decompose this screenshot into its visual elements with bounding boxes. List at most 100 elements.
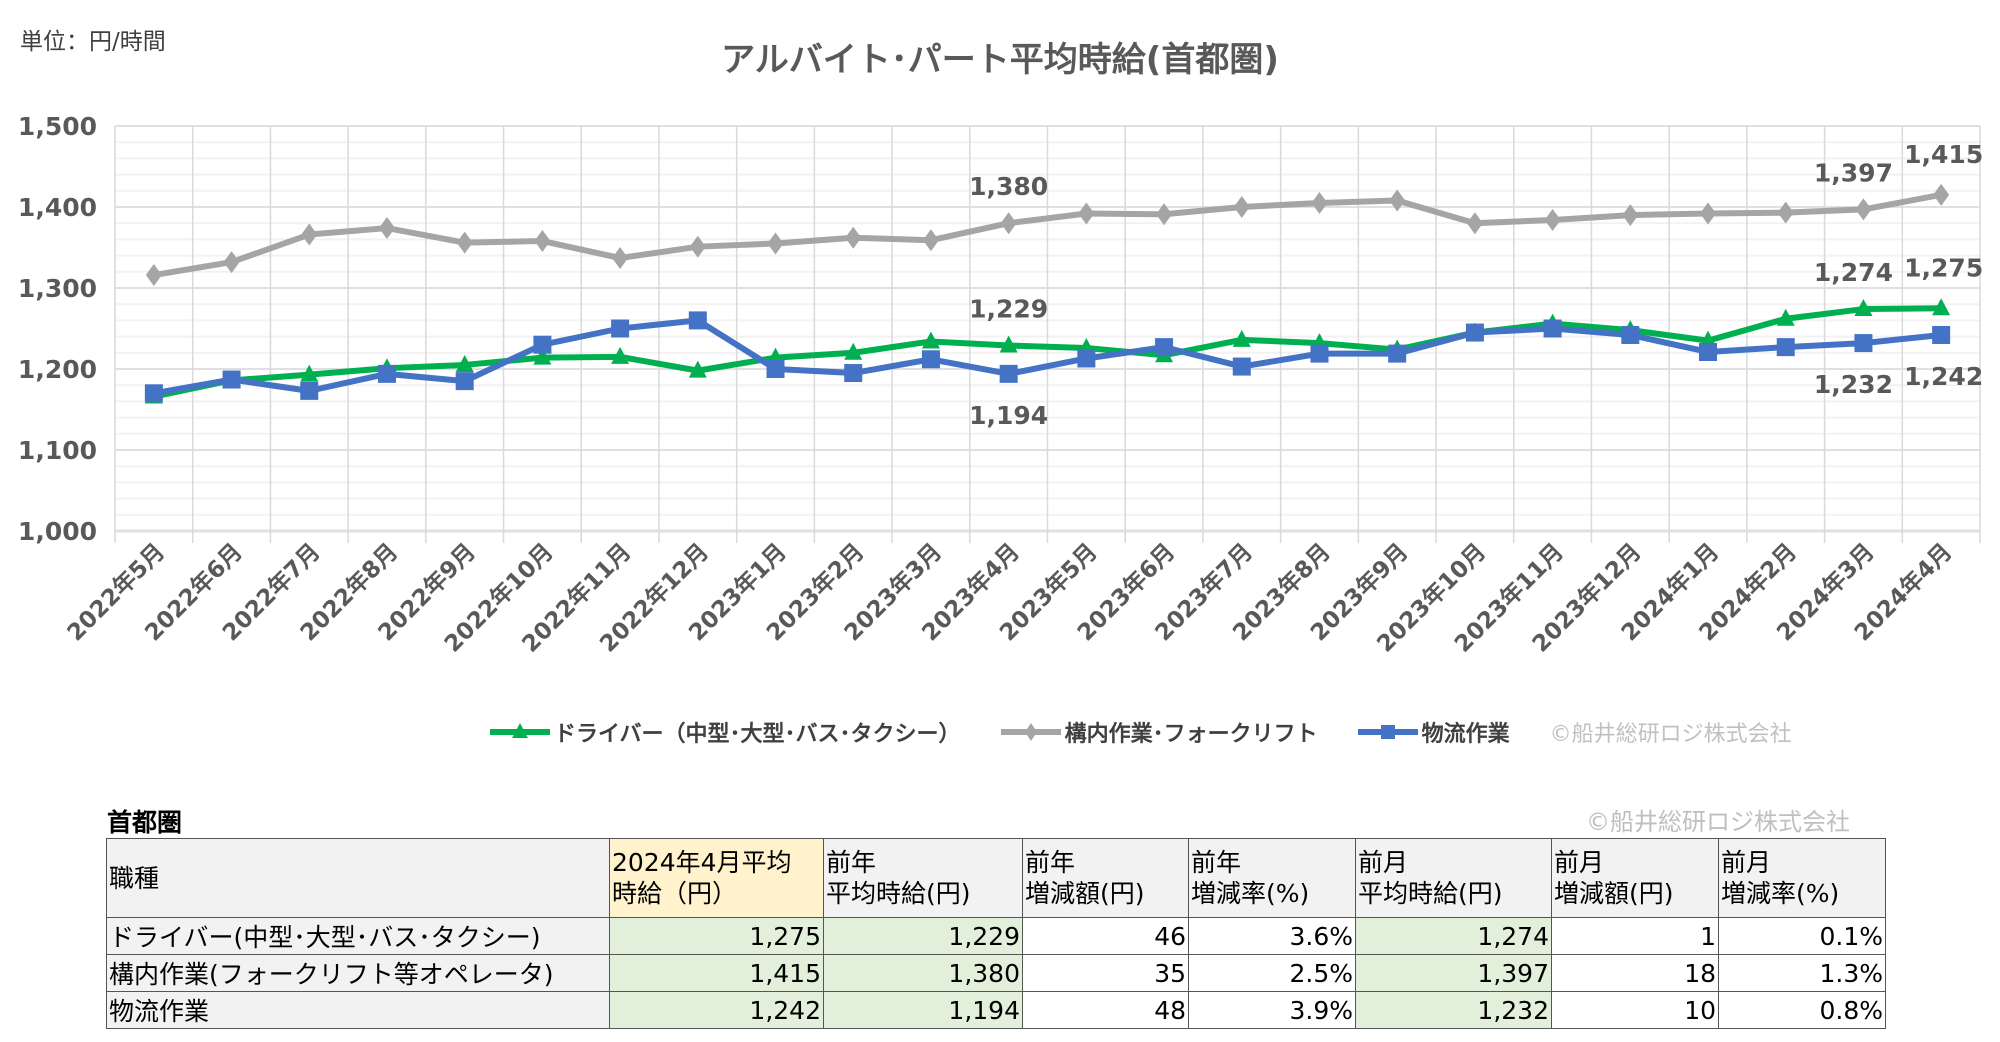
data-point-diamond: [223, 251, 240, 274]
header-text: 前月: [1554, 848, 1605, 877]
data-label: 1,232: [1814, 370, 1893, 399]
data-point-square: [533, 335, 552, 354]
legend-label: ドライバー（中型･大型･バス･タクシー）: [554, 722, 961, 747]
data-label: 1,274: [1814, 258, 1893, 287]
data-point-diamond: [534, 230, 551, 253]
column-header: 前月 平均時給(円): [1355, 838, 1552, 918]
table-row: ドライバー(中型･大型･バス･タクシー) 1,275 1,229 46 3.6% 1,27…: [106, 917, 1886, 955]
data-point-triangle: [455, 354, 474, 372]
legend-diamond-marker-icon: [1000, 723, 1061, 741]
series-square: 1,194 1,232 1,242: [144, 311, 1983, 430]
data-point-square: [688, 311, 707, 330]
header-text: 増減率(%): [1721, 879, 1840, 908]
value-cell: 1,275: [609, 917, 824, 955]
data-label: 1,242: [1904, 362, 1983, 391]
data-point-diamond: [1700, 202, 1717, 225]
value-cell: 18: [1551, 954, 1719, 992]
legend-square-marker-icon: [1357, 725, 1418, 739]
data-point-diamond: [1466, 212, 1483, 235]
value-cell: 48: [1022, 991, 1189, 1029]
data-point-triangle: [1854, 299, 1873, 317]
value-cell: 1,380: [823, 954, 1023, 992]
data-point-triangle: [688, 360, 707, 378]
data-point-diamond: [767, 232, 784, 255]
header-text: 前年: [826, 848, 877, 877]
column-header: 2024年4月平均 時給（円）: [609, 838, 824, 918]
header-text: 前月: [1721, 848, 1772, 877]
data-label: 1,275: [1904, 253, 1983, 282]
legend-item-forklift: 構内作業･フォークリフト: [1000, 716, 1318, 748]
series-diamond: 1,380 1,397 1,415: [145, 140, 1983, 287]
data-point-triangle: [1932, 298, 1951, 316]
value-cell: 2.5%: [1188, 954, 1356, 992]
y-tick-label: 1,100: [18, 436, 97, 465]
header-text: 2024年4月平均: [612, 848, 792, 877]
data-point-square: [1621, 325, 1640, 344]
header-text: 平均時給(円): [1358, 879, 1503, 908]
column-header: 前年 平均時給(円): [823, 838, 1023, 918]
data-point-square: [1543, 319, 1562, 338]
value-cell: 1: [1551, 917, 1719, 955]
data-point-diamond: [145, 264, 162, 287]
value-cell: 1,415: [609, 954, 824, 992]
data-point-diamond: [1000, 212, 1017, 235]
data-point-diamond: [1233, 196, 1250, 218]
value-cell: 0.1%: [1718, 917, 1886, 955]
y-tick-label: 1,400: [18, 193, 97, 222]
table-copyright: ©船井総研ロジ株式会社: [1586, 808, 1850, 836]
data-point-diamond: [378, 217, 395, 240]
y-tick-label: 1,000: [18, 517, 97, 546]
data-point-diamond: [1855, 198, 1872, 221]
data-point-diamond: [612, 247, 629, 270]
value-cell: 1,232: [1355, 991, 1552, 1029]
legend-triangle-marker-icon: [490, 723, 550, 738]
job-type-cell: ドライバー(中型･大型･バス･タクシー): [106, 917, 610, 955]
data-point-square: [1465, 323, 1484, 342]
data-point-square: [1077, 349, 1096, 368]
value-cell: 3.9%: [1188, 991, 1356, 1029]
column-header: 前年 増減額(円): [1022, 838, 1189, 918]
data-point-diamond: [1544, 208, 1561, 231]
data-point-triangle: [611, 346, 630, 364]
data-point-square: [300, 381, 319, 400]
job-type-cell: 構内作業(フォークリフト等オペレータ): [106, 954, 610, 992]
legend: ドライバー（中型･大型･バス･タクシー） 構内作業･フォークリフト 物流作業 ©…: [490, 716, 1792, 748]
table-row: 構内作業(フォークリフト等オペレータ) 1,415 1,380 35 2.5% 1,397…: [106, 954, 1886, 992]
data-point-triangle: [1776, 308, 1795, 326]
data-point-diamond: [1622, 204, 1639, 227]
table-header-row: 職種 2024年4月平均 時給（円） 前年 平均時給(円) 前年 増減額(円) 前年 増減率(%…: [106, 838, 1886, 918]
data-point-square: [1310, 344, 1329, 363]
data-point-triangle: [1232, 329, 1251, 347]
data-point-square: [766, 360, 785, 378]
header-text: 前年: [1025, 848, 1076, 877]
column-header: 職種: [106, 838, 610, 918]
value-cell: 1,229: [823, 917, 1023, 955]
legend-item-driver: ドライバー（中型･大型･バス･タクシー）: [490, 716, 961, 748]
series-line: [153, 305, 1942, 400]
data-label: 1,229: [969, 295, 1048, 324]
legend-label: 構内作業･フォークリフト: [1064, 722, 1318, 747]
value-cell: 46: [1022, 917, 1189, 955]
header-text: 増減額(円): [1554, 879, 1674, 908]
y-tick-label: 1,500: [18, 112, 97, 141]
y-tick-label: 1,200: [18, 355, 97, 384]
data-point-diamond: [1156, 203, 1173, 226]
header-text: 増減率(%): [1191, 879, 1310, 908]
job-type-cell: 物流作業: [106, 991, 610, 1029]
table-row: 物流作業 1,242 1,194 48 3.9% 1,232 10 0.8%: [106, 991, 1886, 1029]
data-point-square: [999, 364, 1018, 383]
table-title: 首都圏: [107, 808, 183, 837]
legend-item-logistics: 物流作業: [1357, 716, 1510, 748]
data-point-diamond: [456, 231, 473, 254]
data-point-diamond: [689, 235, 706, 258]
data-point-diamond: [1389, 189, 1406, 212]
header-text: 前年: [1191, 848, 1242, 877]
series-line: [153, 191, 1942, 278]
data-point-diamond: [1078, 202, 1095, 225]
data-point-diamond: [922, 229, 939, 252]
y-tick-label: 1,300: [18, 274, 97, 303]
data-point-square: [1854, 334, 1873, 353]
value-cell: 3.6%: [1188, 917, 1356, 955]
data-point-square: [222, 370, 241, 389]
value-cell: 0.8%: [1718, 991, 1886, 1029]
